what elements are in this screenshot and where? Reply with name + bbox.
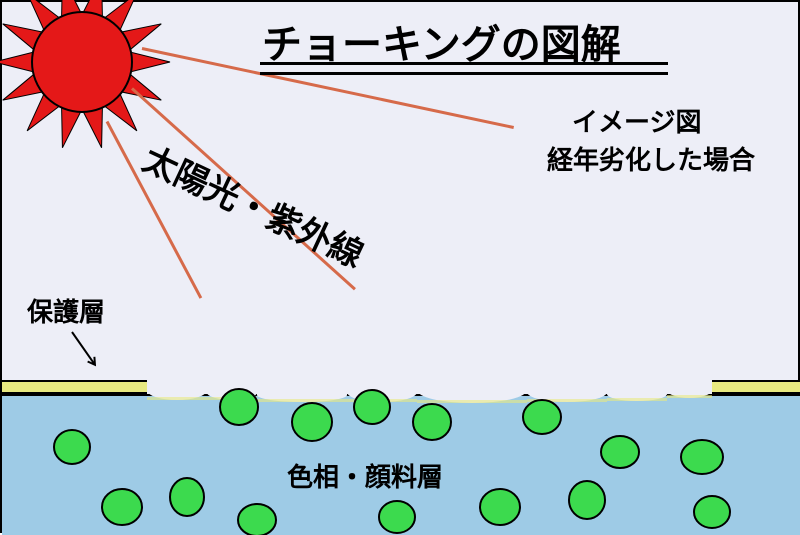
subtitle-image: イメージ図 [572, 102, 701, 139]
pigment-layer-label: 色相・顔料層 [287, 457, 443, 494]
title-underline-2 [260, 72, 668, 75]
protective-layer-segment [712, 380, 800, 394]
sunlight-uv-label: 太陽光・紫外線 [136, 132, 372, 277]
arrow-icon [62, 322, 122, 382]
diagram-canvas: チョーキングの図解 イメージ図 経年劣化した場合 太陽光・紫外線 保護層 色相・… [0, 0, 800, 533]
protective-layer-segment [2, 380, 147, 394]
title-underline-1 [260, 62, 668, 65]
subtitle-aging: 経年劣化した場合 [547, 140, 755, 177]
